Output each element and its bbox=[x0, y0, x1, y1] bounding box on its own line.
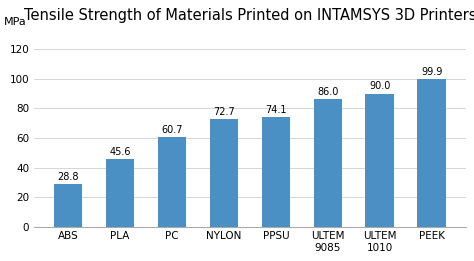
Bar bbox=[54, 184, 82, 227]
Bar bbox=[106, 159, 134, 227]
Text: 72.7: 72.7 bbox=[213, 107, 235, 117]
Text: 86.0: 86.0 bbox=[317, 87, 338, 97]
Text: 99.9: 99.9 bbox=[421, 67, 442, 77]
Bar bbox=[262, 117, 290, 227]
Text: 90.0: 90.0 bbox=[369, 81, 391, 91]
Text: 28.8: 28.8 bbox=[57, 172, 79, 182]
Text: 45.6: 45.6 bbox=[109, 147, 131, 157]
Bar bbox=[365, 93, 394, 227]
Text: MPa: MPa bbox=[4, 16, 27, 27]
Bar bbox=[313, 99, 342, 227]
Title: Tensile Strength of Materials Printed on INTAMSYS 3D Printers: Tensile Strength of Materials Printed on… bbox=[24, 8, 474, 23]
Text: 60.7: 60.7 bbox=[161, 125, 182, 135]
Bar bbox=[418, 79, 446, 227]
Text: 74.1: 74.1 bbox=[265, 105, 287, 115]
Bar bbox=[158, 137, 186, 227]
Bar bbox=[210, 119, 238, 227]
